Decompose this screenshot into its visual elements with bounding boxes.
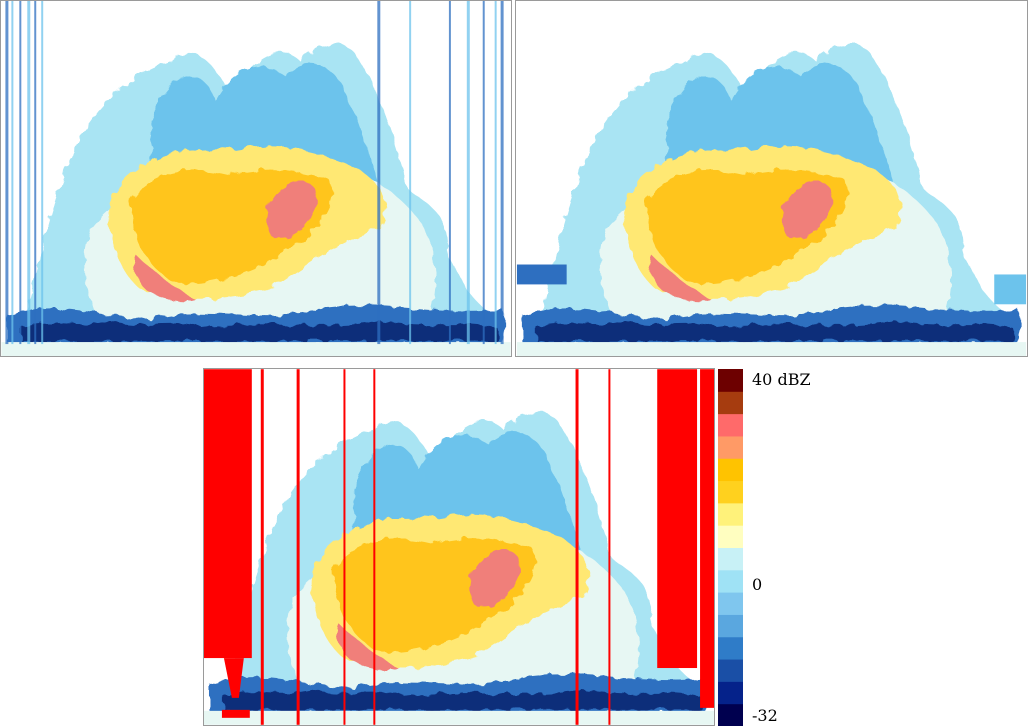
colorbar-min-label: -32 [752,706,778,725]
colorbar-swatch [718,435,743,459]
colorbar-mid-label: 0 [752,575,763,594]
colorbar-swatch [718,569,743,593]
mask-line [343,369,346,725]
mask-line [608,369,611,725]
radar-panel-bottom [203,368,715,726]
streak-artifact [466,1,470,345]
echo-bottom-strip [516,342,1027,356]
echo-bottom-strip [1,342,511,356]
streak-artifact [34,1,37,345]
mask-line [296,369,300,725]
colorbar-swatch [718,681,743,705]
radar-image [204,369,714,725]
mask-line [575,369,579,725]
echo-band-region [649,254,711,302]
colorbar-swatch [718,614,743,638]
streak-artifact [409,1,412,345]
colorbar-swatch [718,502,743,526]
colorbar-swatch [718,592,743,615]
echo-band-region [336,623,399,670]
colorbar-swatch [718,703,743,726]
colorbar-swatch [718,525,743,548]
mask-block-edge [700,369,714,708]
streak-artifact [482,1,485,345]
mask-block-right [657,369,698,669]
mask-spike [223,658,244,698]
radar-panel-top-right [515,0,1028,357]
echo-core-region [266,181,318,238]
streak-artifact [500,1,504,345]
colorbar-swatch [718,547,743,571]
residual-clutter [994,274,1027,305]
echo-core-region [469,550,521,607]
streak-artifact [448,1,451,345]
streak-artifact [5,1,9,345]
mask-block-left [204,369,252,659]
colorbar-swatch [718,413,743,437]
radar-image [1,1,511,356]
streak-artifact [377,1,381,345]
mask-line [373,369,376,725]
residual-clutter [516,264,567,285]
streak-artifact [494,1,497,345]
radar-panel-top-left [0,0,512,357]
streak-artifact [27,1,31,345]
reflectivity-colorbar [718,369,743,726]
mask-line [260,369,264,725]
echo-band-region [133,254,196,302]
streak-artifact [11,1,14,345]
colorbar-max-label: 40 dBZ [752,370,811,389]
echo-ground-clutter [536,321,1015,342]
colorbar-swatch [718,636,743,660]
mask-ground [221,709,250,718]
echo-bottom-strip [204,710,714,725]
colorbar-swatch [718,659,743,682]
colorbar-swatch [718,458,743,482]
streak-artifact [41,1,44,345]
colorbar-swatch [718,369,743,392]
streak-artifact [19,1,22,345]
colorbar-swatch [718,480,743,504]
echo-core-region [781,181,834,238]
colorbar-swatch [718,391,743,415]
radar-image [516,43,1027,356]
